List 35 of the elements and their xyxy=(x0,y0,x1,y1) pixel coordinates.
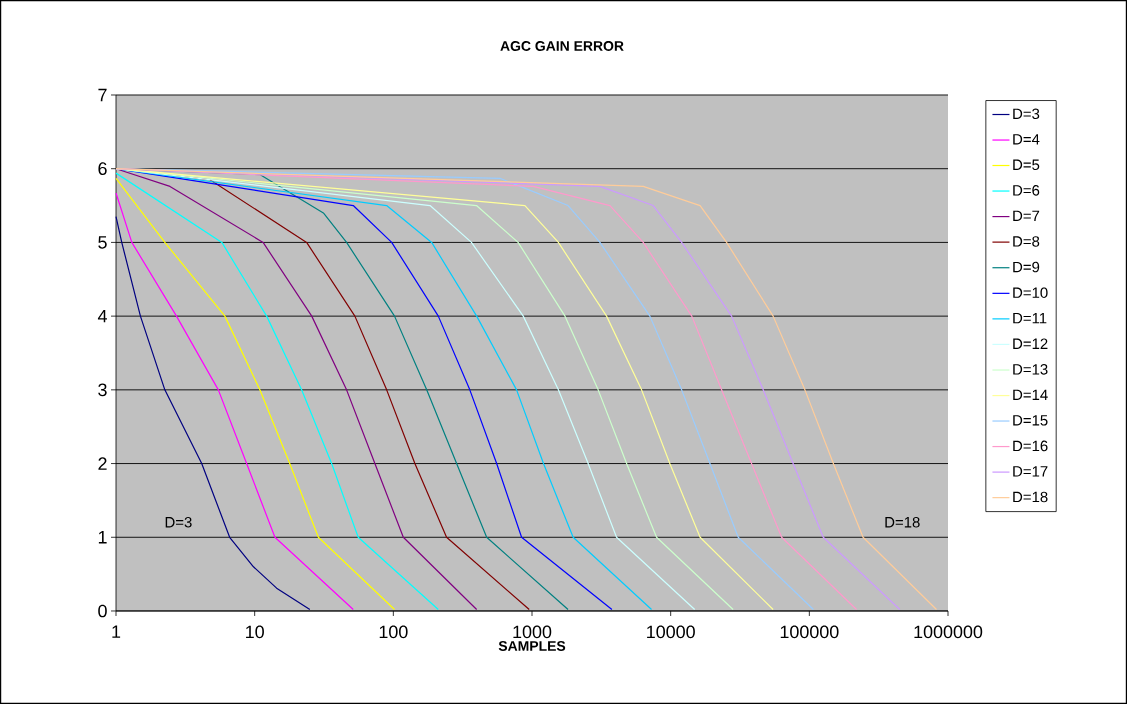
legend-label: D=15 xyxy=(1013,415,1048,426)
legend-label: D=9 xyxy=(1013,261,1040,273)
y-tick-label: 3 xyxy=(98,383,107,397)
annotation: D=18 xyxy=(885,516,920,528)
legend-label: D=14 xyxy=(1013,389,1048,400)
legend-label: D=5 xyxy=(1013,159,1040,171)
y-tick-label: 1 xyxy=(98,531,107,544)
x-tick-label: 10000 xyxy=(647,625,695,639)
legend-label: D=11 xyxy=(1013,312,1047,324)
legend-label: D=10 xyxy=(1013,287,1048,298)
x-axis-title: SAMPLES xyxy=(498,641,566,651)
legend-label: D=3 xyxy=(1013,108,1040,120)
x-tick-label: 100 xyxy=(379,625,408,639)
y-tick-label: 5 xyxy=(98,236,107,249)
x-tick-label: 1 xyxy=(112,625,121,638)
chart-title: AGC GAIN ERROR xyxy=(500,41,624,51)
legend-label: D=18 xyxy=(1013,491,1048,503)
legend-label: D=6 xyxy=(1013,185,1040,196)
x-tick-label: 10 xyxy=(246,625,264,639)
y-tick-label: 4 xyxy=(97,309,107,323)
y-tick-label: 6 xyxy=(98,162,107,176)
x-tick-label: 1000 xyxy=(513,625,552,639)
y-tick-label: 2 xyxy=(98,457,107,470)
y-tick-label: 7 xyxy=(98,88,107,102)
legend-label: D=16 xyxy=(1013,440,1048,452)
legend-label: D=8 xyxy=(1013,236,1040,247)
legend-label: D=12 xyxy=(1013,338,1048,349)
legend-label: D=4 xyxy=(1013,134,1040,145)
legend-label: D=13 xyxy=(1013,364,1048,375)
x-tick-label: 100000 xyxy=(780,625,839,639)
legend-label: D=7 xyxy=(1013,210,1040,221)
legend-label: D=17 xyxy=(1013,466,1048,477)
y-tick-label: 0 xyxy=(98,604,107,618)
x-tick-label: 1000000 xyxy=(914,625,983,639)
annotation: D=3 xyxy=(165,516,192,528)
